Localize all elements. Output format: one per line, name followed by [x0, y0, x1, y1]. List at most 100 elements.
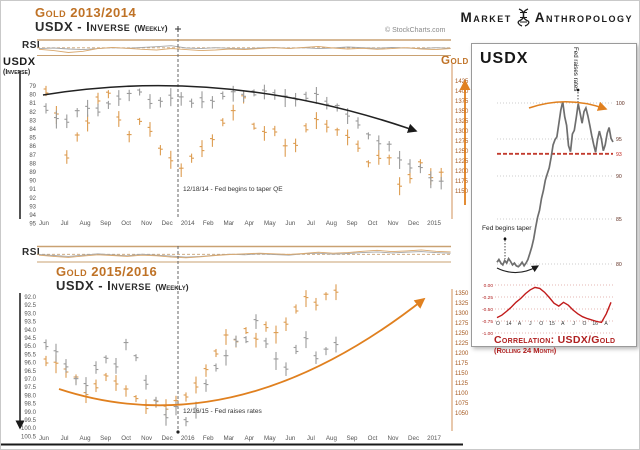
- svg-text:94: 94: [29, 213, 36, 219]
- svg-text:1175: 1175: [455, 179, 469, 185]
- svg-text:Jun: Jun: [285, 435, 296, 442]
- svg-text:Dec: Dec: [162, 220, 173, 227]
- svg-text:1200: 1200: [455, 169, 469, 175]
- correlation-title: Correlation: USDX/Gold: [494, 334, 616, 346]
- rate-hike-annotation: 12/16/15 - Fed raises rates: [183, 408, 262, 415]
- svg-text:Oct: Oct: [368, 220, 378, 227]
- svg-text:81: 81: [29, 101, 36, 107]
- svg-text:79: 79: [29, 84, 36, 90]
- svg-text:-0.25: -0.25: [482, 295, 493, 301]
- svg-text:1225: 1225: [455, 341, 469, 347]
- logo-word-anthropology: Anthropology: [534, 10, 633, 25]
- svg-text:80: 80: [616, 262, 622, 268]
- rsi-label-bottom: RSI: [22, 247, 41, 258]
- svg-text:1325: 1325: [455, 119, 469, 125]
- svg-text:Aug: Aug: [326, 220, 338, 227]
- svg-text:98.0: 98.0: [24, 393, 36, 399]
- usdx-inset-panel: [471, 43, 637, 347]
- svg-text:96.5: 96.5: [24, 369, 36, 375]
- svg-text:Sep: Sep: [100, 220, 112, 227]
- svg-text:2016: 2016: [181, 435, 195, 442]
- svg-text:-0.50: -0.50: [482, 307, 493, 313]
- svg-text:1175: 1175: [455, 361, 469, 367]
- svg-text:O: O: [539, 321, 543, 327]
- svg-text:Apr: Apr: [244, 220, 254, 227]
- svg-text:93.5: 93.5: [24, 320, 36, 326]
- svg-text:98.5: 98.5: [24, 402, 36, 408]
- svg-text:1300: 1300: [455, 311, 469, 317]
- bottom-title-usdx-text: USDX - Inverse: [56, 278, 152, 293]
- bottom-chart: 92.0 92.5 93.0 93.5 94.0 94.5 95.0 95.5 96.0 96.5…: [1, 246, 469, 446]
- taper-annotation: 12/18/14 - Fed begins to taper QE: [183, 186, 283, 193]
- svg-text:Dec: Dec: [162, 435, 173, 442]
- svg-text:2017: 2017: [427, 435, 441, 442]
- svg-text:83: 83: [29, 118, 36, 124]
- svg-text:1400: 1400: [455, 89, 469, 95]
- svg-text:Jul: Jul: [61, 435, 69, 442]
- market-anthropology-logo: Market Anthropology: [460, 8, 633, 27]
- inset-title: USDX: [480, 50, 529, 67]
- bottom-title-weekly: (Weekly): [155, 282, 189, 292]
- top-chart: 79 80 81 82 83 84 85 86 87 88 89 90 91 92 93 94 95 1425 14…: [19, 26, 471, 228]
- logo-word-market: Market: [460, 10, 512, 25]
- svg-text:97.0: 97.0: [24, 377, 36, 383]
- top-rsi-strip: [37, 39, 451, 56]
- fed-begins-taper-annotation: Fed begins taper: [482, 225, 532, 232]
- svg-text:92: 92: [29, 196, 36, 202]
- svg-text:84: 84: [29, 127, 36, 133]
- svg-text:94.0: 94.0: [24, 328, 36, 334]
- dna-helix-icon: [517, 8, 530, 27]
- svg-text:85: 85: [616, 217, 622, 223]
- svg-text:O: O: [582, 321, 586, 327]
- top-title-gold: Gold 2013/2014: [35, 5, 137, 20]
- svg-text:Apr: Apr: [244, 435, 254, 442]
- svg-text:15: 15: [549, 321, 555, 327]
- bottom-title-gold: Gold 2015/2016: [56, 264, 158, 279]
- svg-text:Dec: Dec: [408, 435, 419, 442]
- svg-text:Nov: Nov: [388, 435, 400, 442]
- svg-text:2015: 2015: [427, 220, 441, 227]
- svg-text:Feb: Feb: [203, 220, 214, 227]
- svg-text:A: A: [561, 321, 565, 327]
- svg-text:93: 93: [616, 152, 622, 158]
- svg-text:99.5: 99.5: [24, 418, 36, 424]
- svg-text:Jul: Jul: [61, 220, 69, 227]
- top-title-usdx: USDX - Inverse (Weekly): [35, 20, 168, 33]
- svg-text:1125: 1125: [455, 381, 469, 387]
- svg-text:Oct: Oct: [121, 220, 131, 227]
- svg-text:Dec: Dec: [408, 220, 419, 227]
- inset-usdx-chart: 100 95 93 90 85 80 O 14 A J O 15 A J O 16 A: [496, 88, 625, 327]
- rsi-label-top: RSI: [22, 40, 41, 51]
- svg-text:1150: 1150: [455, 189, 469, 195]
- svg-text:-1.00: -1.00: [482, 331, 493, 337]
- svg-text:Oct: Oct: [121, 435, 131, 442]
- svg-text:Oct: Oct: [368, 435, 378, 442]
- svg-text:1225: 1225: [455, 159, 469, 165]
- svg-text:Nov: Nov: [141, 220, 153, 227]
- top-title-usdx-text: USDX - Inverse: [35, 19, 131, 34]
- svg-text:Jun: Jun: [285, 220, 296, 227]
- svg-text:93: 93: [29, 204, 36, 210]
- svg-text:95.5: 95.5: [24, 352, 36, 358]
- svg-text:100.5: 100.5: [21, 434, 37, 440]
- svg-text:1250: 1250: [455, 149, 469, 155]
- svg-text:May: May: [264, 435, 277, 442]
- svg-text:1350: 1350: [455, 109, 469, 115]
- svg-text:Sep: Sep: [346, 435, 358, 442]
- svg-text:Mar: Mar: [223, 220, 234, 227]
- svg-text:-0.75: -0.75: [482, 319, 493, 325]
- top-title-weekly: (Weekly): [134, 23, 168, 33]
- svg-text:1325: 1325: [455, 301, 469, 307]
- svg-text:J: J: [572, 321, 575, 327]
- svg-text:14: 14: [506, 321, 512, 327]
- svg-text:A: A: [604, 321, 608, 327]
- svg-text:Jul: Jul: [307, 220, 315, 227]
- svg-text:95: 95: [616, 137, 622, 143]
- svg-text:97.5: 97.5: [24, 385, 36, 391]
- bottom-rsi-strip: [37, 245, 451, 263]
- svg-text:Jun: Jun: [39, 435, 50, 442]
- svg-text:Feb: Feb: [203, 435, 214, 442]
- svg-text:87: 87: [29, 153, 36, 159]
